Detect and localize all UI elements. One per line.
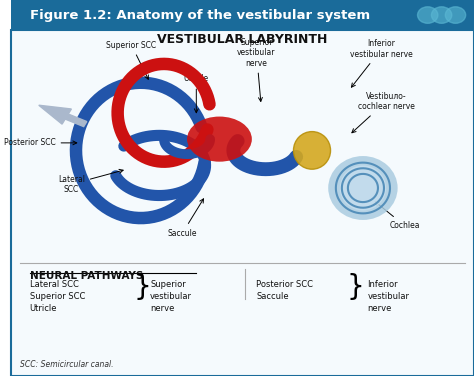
Text: Superior
vestibular
nerve: Superior vestibular nerve: [150, 280, 192, 313]
Text: }: }: [134, 273, 152, 301]
Text: Lateral
SCC: Lateral SCC: [58, 169, 123, 194]
Text: Posterior SCC: Posterior SCC: [4, 138, 77, 147]
Text: Lateral SCC
Superior SCC
Utricle: Lateral SCC Superior SCC Utricle: [30, 280, 85, 313]
Text: NEURAL PATHWAYS: NEURAL PATHWAYS: [30, 271, 143, 281]
Text: Inferior
vestibular
nerve: Inferior vestibular nerve: [367, 280, 410, 313]
Circle shape: [431, 7, 452, 23]
Text: Saccule: Saccule: [168, 199, 203, 238]
Text: SCC: Semicircular canal.: SCC: Semicircular canal.: [20, 360, 114, 369]
Text: Inferior
vestibular nerve: Inferior vestibular nerve: [350, 39, 413, 87]
Ellipse shape: [293, 132, 330, 169]
FancyBboxPatch shape: [11, 0, 474, 30]
Text: Figure 1.2: Anatomy of the vestibular system: Figure 1.2: Anatomy of the vestibular sy…: [30, 9, 370, 21]
Text: VESTIBULAR LABYRINTH: VESTIBULAR LABYRINTH: [157, 33, 328, 46]
Text: Posterior SCC
Saccule: Posterior SCC Saccule: [256, 280, 313, 301]
Text: Vestibuло-
cochlear nerve: Vestibuло- cochlear nerve: [352, 92, 414, 133]
Circle shape: [445, 7, 465, 23]
Text: Cochlea: Cochlea: [375, 202, 420, 230]
Circle shape: [418, 7, 438, 23]
Ellipse shape: [187, 117, 252, 162]
Ellipse shape: [328, 156, 398, 220]
FancyBboxPatch shape: [11, 30, 474, 376]
Text: Superior
vestibular
nerve: Superior vestibular nerve: [237, 38, 276, 102]
FancyArrow shape: [39, 105, 87, 127]
Ellipse shape: [340, 165, 386, 211]
Text: Utricle: Utricle: [184, 74, 209, 113]
Text: Superior SCC: Superior SCC: [107, 41, 156, 79]
Text: }: }: [346, 273, 365, 301]
